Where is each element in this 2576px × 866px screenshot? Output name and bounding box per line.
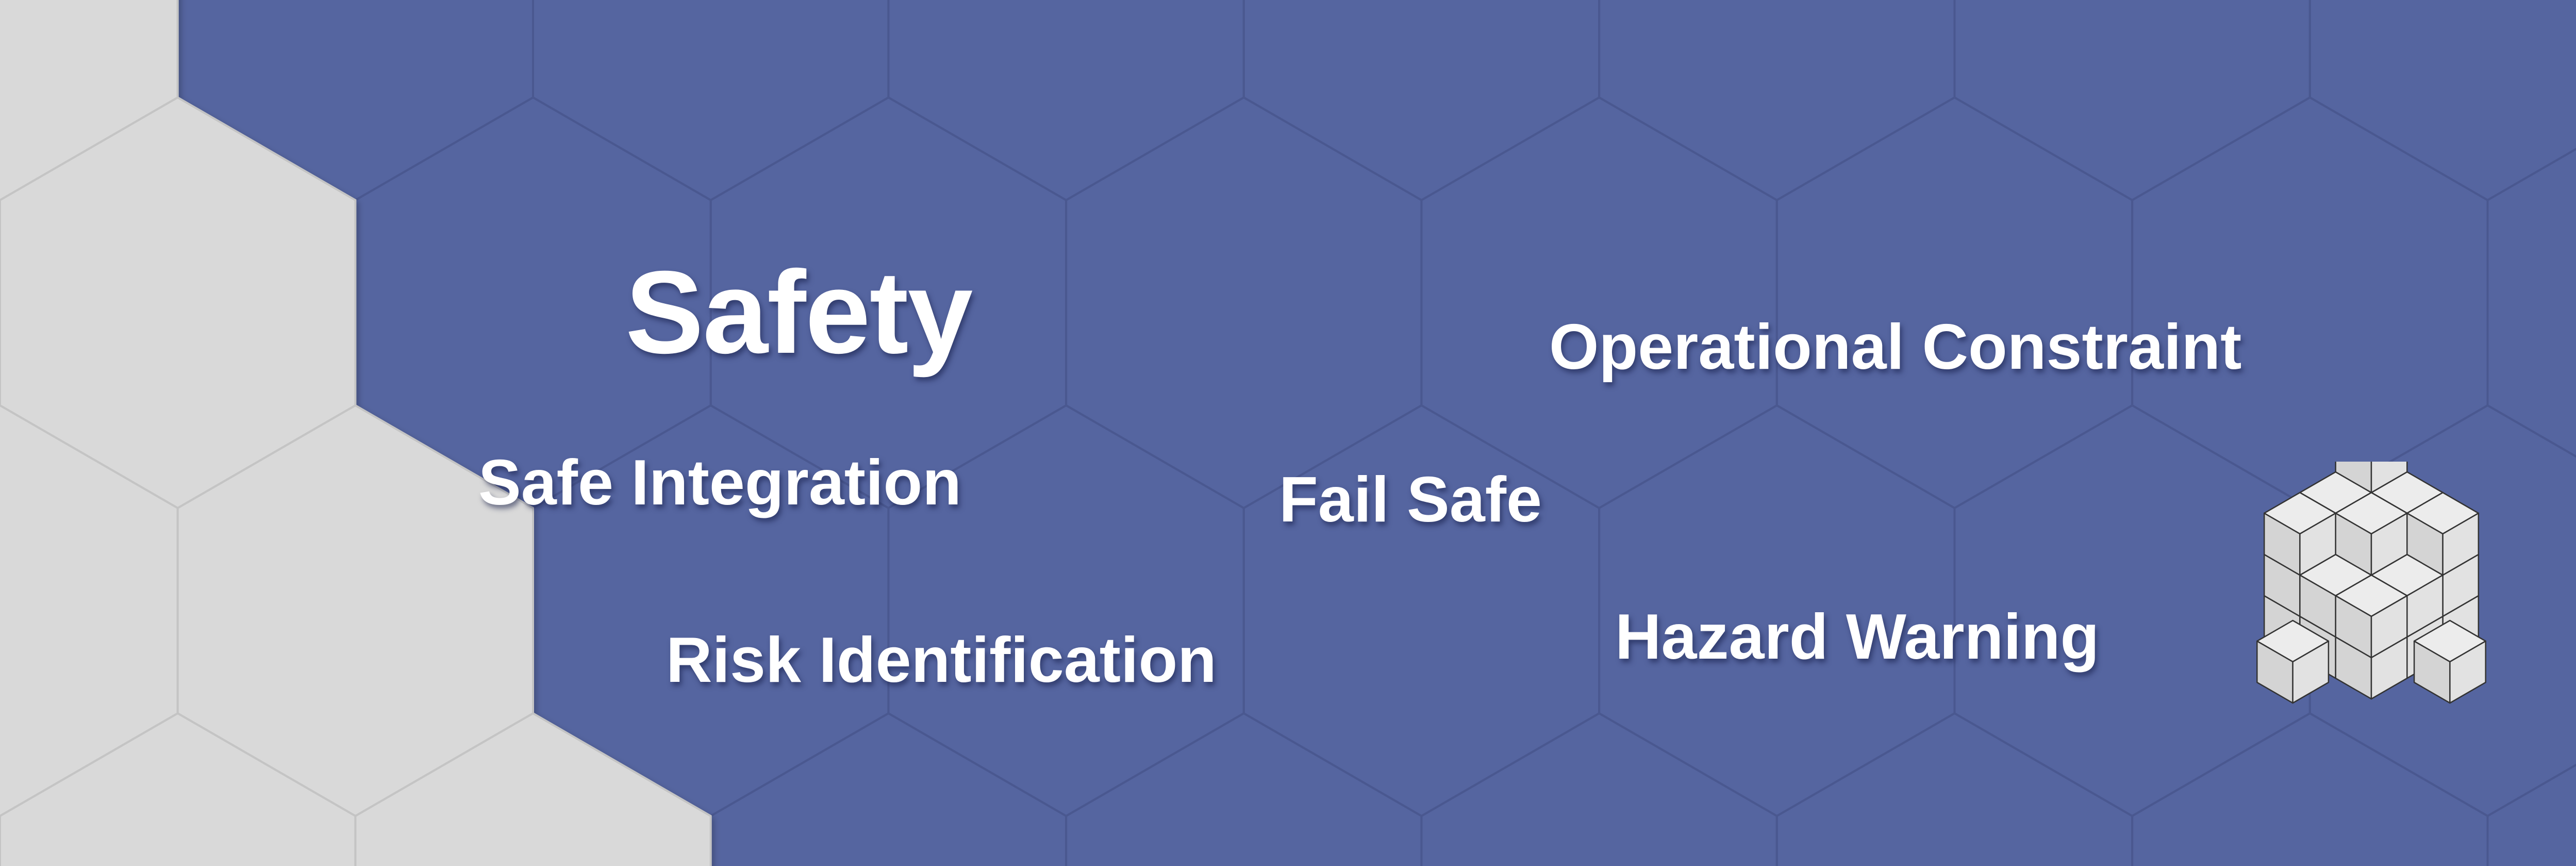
cube xyxy=(2256,619,2330,704)
grey-hexagon xyxy=(0,0,179,202)
cube xyxy=(2335,462,2408,494)
page-title: Safety xyxy=(625,247,973,378)
cube-stack-icon xyxy=(2256,462,2486,704)
term-hazard-warning: Hazard Warning xyxy=(1615,601,2100,673)
hexagon-outline xyxy=(2486,148,2576,458)
cube xyxy=(2335,492,2408,576)
grey-hexagon xyxy=(354,712,712,866)
cube xyxy=(2335,574,2408,659)
term-operational-constraint: Operational Constraint xyxy=(1549,312,2242,383)
term-safe-integration: Safe Integration xyxy=(478,447,962,518)
hexagon-outline xyxy=(2486,763,2576,866)
cube xyxy=(2263,492,2336,576)
cube xyxy=(2413,619,2486,704)
term-risk-identification: Risk Identification xyxy=(666,625,1217,696)
term-fail-safe: Fail Safe xyxy=(1279,464,1542,535)
cube xyxy=(2406,492,2480,576)
